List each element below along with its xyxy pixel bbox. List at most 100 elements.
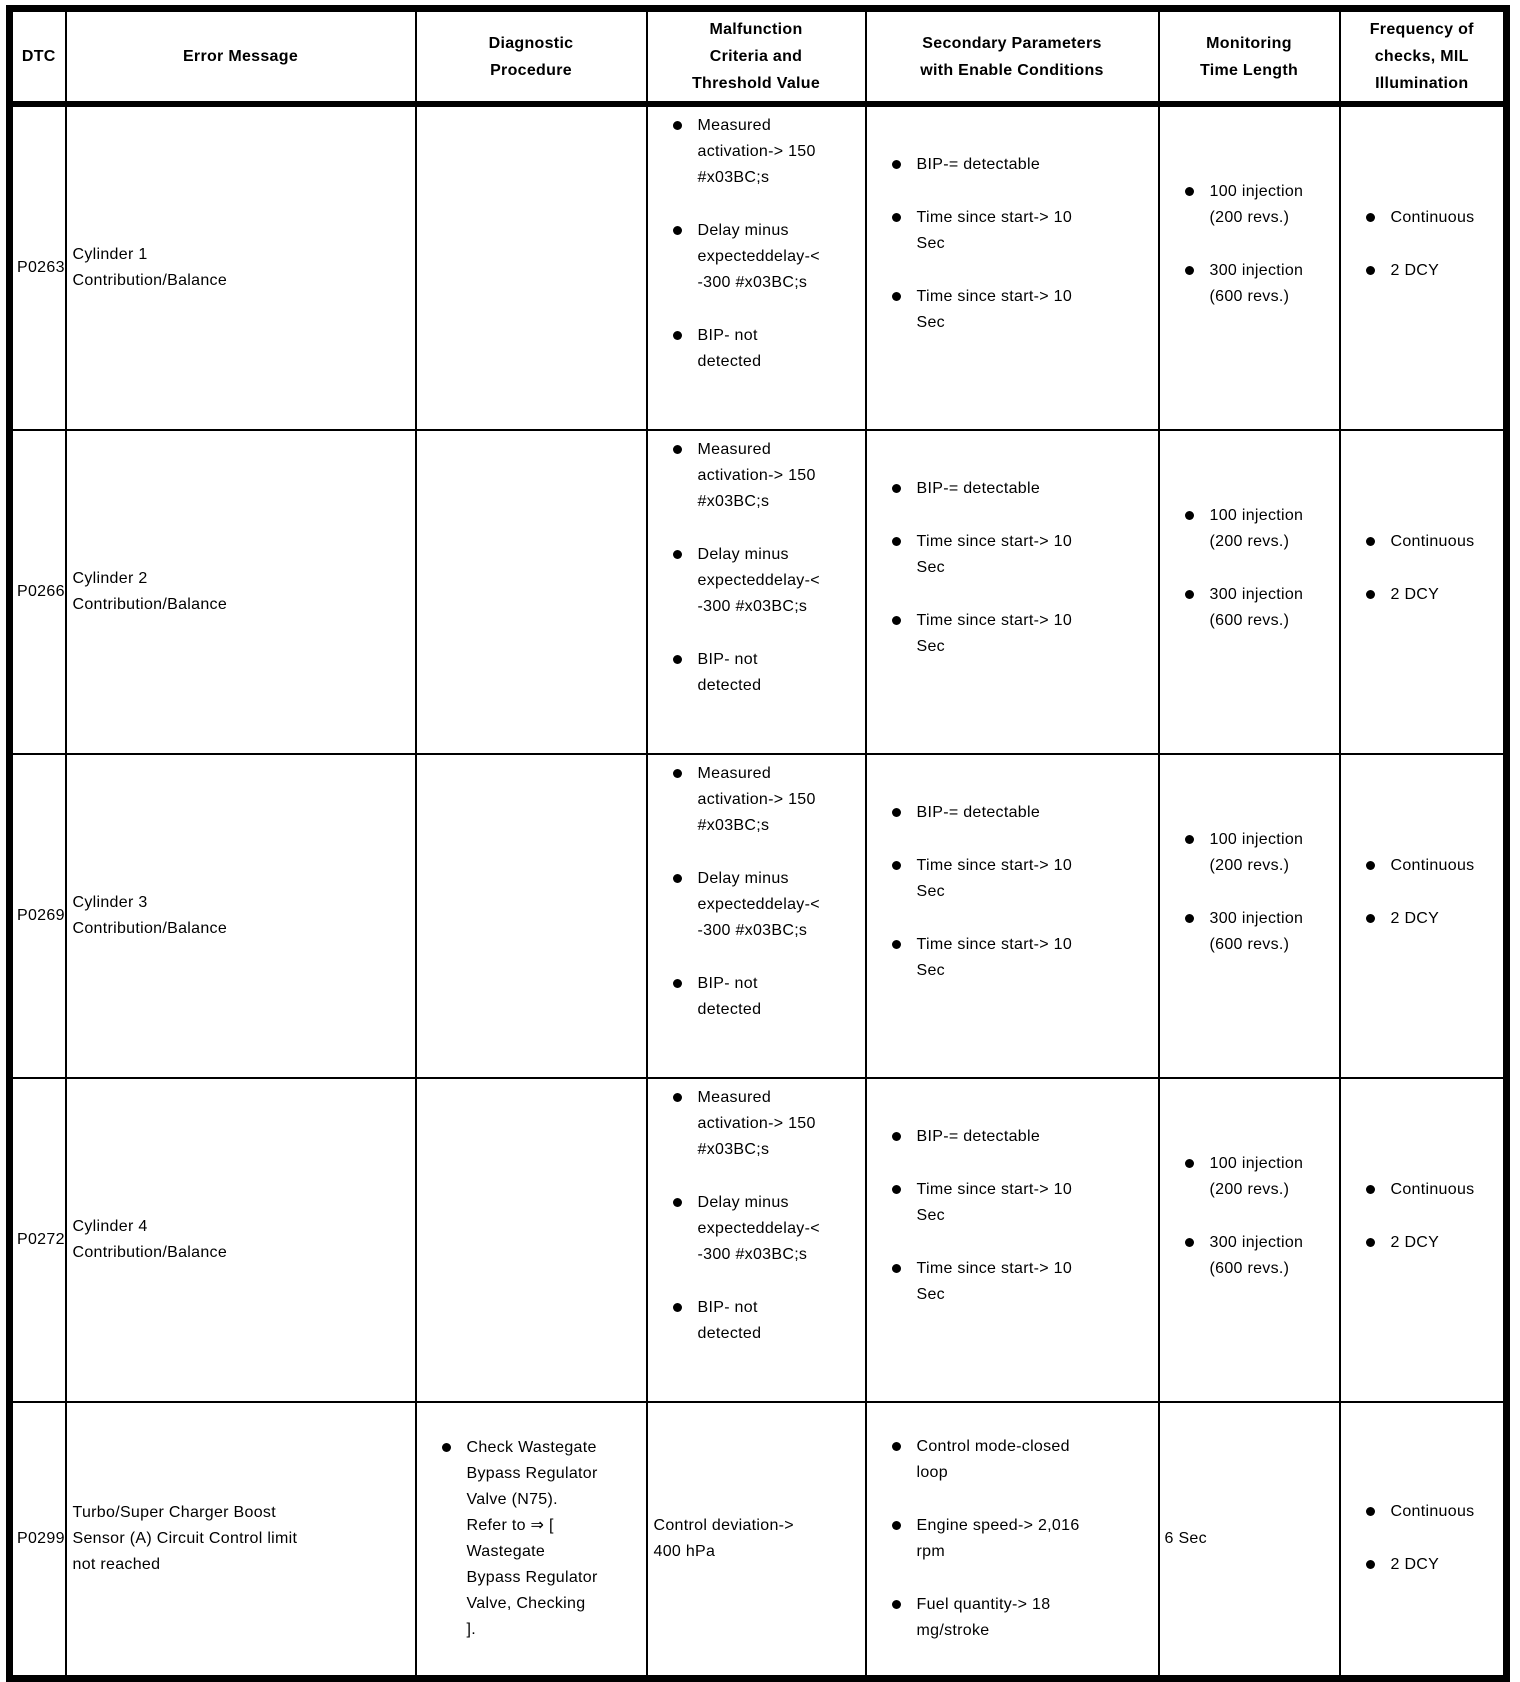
list-item: Check Wastegate Bypass Regulator Valve (… — [441, 1435, 644, 1643]
list-item: Time since start-> 10 Sec — [891, 853, 1156, 905]
list-item: Continuous — [1365, 1499, 1502, 1525]
list-item: 2 DCY — [1365, 1230, 1502, 1256]
list-item: Delay minus expecteddelay-< -300 #x03BC;… — [672, 218, 863, 296]
list-item: 300 injection (600 revs.) — [1184, 258, 1337, 310]
list-item-text: 100 injection (200 revs.) — [1209, 182, 1304, 226]
list-item-text: Time since start-> 10 Sec — [916, 533, 1073, 576]
bullet-icon — [891, 1185, 901, 1194]
bullet-icon — [672, 331, 682, 340]
list-item: Measured activation-> 150 #x03BC;s — [672, 113, 863, 191]
list-item-text: Delay minus expecteddelay-< -300 #x03BC;… — [697, 222, 820, 291]
error-message-text: Turbo/Super Charger Boost Sensor (A) Cir… — [72, 1503, 298, 1573]
list-item: 2 DCY — [1365, 906, 1502, 932]
frequency-mil-cell: Continuous 2 DCY — [1338, 429, 1508, 755]
list-item: 300 injection (600 revs.) — [1184, 1230, 1337, 1282]
list-item-text: 2 DCY — [1390, 909, 1440, 927]
list-item-text: BIP-= detectable — [916, 480, 1041, 497]
bullet-icon — [891, 808, 901, 817]
list-item: Time since start-> 10 Sec — [891, 529, 1156, 581]
dtc-code: P0269 — [17, 907, 65, 924]
secondary-parameters-cell: BIP-= detectable Time since start-> 10 S… — [864, 103, 1160, 431]
bullet-icon — [891, 213, 901, 222]
list-item-text: Check Wastegate Bypass Regulator Valve (… — [466, 1438, 598, 1638]
list-item-text: Time since start-> 10 Sec — [916, 209, 1073, 252]
list-item-text: BIP-= detectable — [916, 156, 1041, 173]
secondary-parameters-cell: BIP-= detectable Time since start-> 10 S… — [864, 753, 1160, 1079]
list-item-text: Fuel quantity-> 18 mg/stroke — [916, 1595, 1051, 1639]
list-item: Delay minus expecteddelay-< -300 #x03BC;… — [672, 866, 863, 944]
list-item: Continuous — [1365, 853, 1502, 879]
dtc-cell: P0266 — [8, 429, 67, 755]
bullet-icon — [672, 550, 682, 559]
bullet-icon — [1184, 265, 1194, 275]
bullet-icon — [672, 979, 682, 988]
list-item-text: BIP- not detected — [697, 651, 762, 694]
error-message-text: Cylinder 3 Contribution/Balance — [72, 894, 228, 937]
list-item: Delay minus expecteddelay-< -300 #x03BC;… — [672, 1190, 863, 1268]
diagnostic-procedure-cell: Check Wastegate Bypass Regulator Valve (… — [414, 1401, 648, 1679]
list-item-text: Time since start-> 10 Sec — [916, 936, 1073, 979]
list-item: Continuous — [1365, 529, 1502, 555]
list-item: BIP- not detected — [672, 647, 863, 699]
dtc-diagnostic-table: DTC Error Message Diagnostic Procedure M… — [6, 5, 1510, 1682]
frequency-mil-cell: Continuous 2 DCY — [1338, 103, 1508, 431]
table-row-p0263: P0263 Cylinder 1 Contribution/Balance Me… — [8, 103, 1508, 431]
bullet-icon — [1365, 212, 1375, 222]
bullet-icon — [1365, 589, 1375, 599]
bullet-icon — [891, 537, 901, 546]
list-item-text: Delay minus expecteddelay-< -300 #x03BC;… — [697, 1194, 820, 1263]
table-row-p0266: P0266 Cylinder 2 Contribution/Balance Me… — [8, 429, 1508, 755]
bullet-icon — [891, 1599, 901, 1609]
list-item: 100 injection (200 revs.) — [1184, 179, 1337, 231]
bullet-icon — [891, 160, 901, 169]
list-item: BIP-= detectable — [891, 476, 1156, 502]
table-row-p0299: P0299 Turbo/Super Charger Boost Sensor (… — [8, 1401, 1508, 1679]
list-item-text: 300 injection (600 revs.) — [1209, 585, 1304, 629]
list-item: Time since start-> 10 Sec — [891, 284, 1156, 336]
list-item-text: Continuous — [1390, 532, 1475, 550]
list-item: 300 injection (600 revs.) — [1184, 906, 1337, 958]
dtc-code: P0299 — [17, 1529, 65, 1547]
bullet-icon — [891, 292, 901, 301]
error-message-text: Cylinder 2 Contribution/Balance — [72, 570, 228, 613]
malfunction-criteria-cell: Measured activation-> 150 #x03BC;s Delay… — [645, 753, 867, 1079]
bullet-icon — [1365, 265, 1375, 275]
bullet-icon — [1184, 186, 1194, 196]
bullet-icon — [891, 484, 901, 493]
diagnostic-procedure-cell — [414, 103, 648, 431]
list-item: 100 injection (200 revs.) — [1184, 1151, 1337, 1203]
list-item: Control mode-closed loop — [891, 1434, 1156, 1486]
list-item: 100 injection (200 revs.) — [1184, 827, 1337, 879]
secondary-parameters-cell: Control mode-closed loop Engine speed-> … — [864, 1401, 1160, 1679]
bullet-icon — [672, 226, 682, 235]
monitoring-time-cell: 100 injection (200 revs.) 300 injection … — [1157, 103, 1341, 431]
error-message-cell: Cylinder 4 Contribution/Balance — [64, 1077, 417, 1403]
error-message-text: Cylinder 1 Contribution/Balance — [72, 246, 228, 289]
bullet-icon — [672, 769, 682, 778]
bullet-icon — [1184, 510, 1194, 520]
list-item: Time since start-> 10 Sec — [891, 608, 1156, 660]
list-item: Measured activation-> 150 #x03BC;s — [672, 437, 863, 515]
list-item: Continuous — [1365, 205, 1502, 231]
list-item-text: Delay minus expecteddelay-< -300 #x03BC;… — [697, 546, 820, 615]
list-item-text: 2 DCY — [1390, 1556, 1440, 1574]
header-frequency-mil: Frequency of checks, MIL Illumination — [1338, 7, 1508, 107]
diagnostic-procedure-cell — [414, 1077, 648, 1403]
list-item-text: 300 injection (600 revs.) — [1209, 1233, 1304, 1277]
frequency-mil-cell: Continuous 2 DCY — [1338, 1077, 1508, 1403]
error-message-cell: Cylinder 3 Contribution/Balance — [64, 753, 417, 1079]
header-secondary-parameters: Secondary Parameters with Enable Conditi… — [864, 7, 1160, 107]
header-monitoring-time: Monitoring Time Length — [1157, 7, 1341, 107]
list-item: Time since start-> 10 Sec — [891, 205, 1156, 257]
dtc-cell: P0272 — [8, 1077, 67, 1403]
list-item-text: Measured activation-> 150 #x03BC;s — [697, 117, 816, 186]
bullet-icon — [1365, 1237, 1375, 1247]
bullet-icon — [891, 1441, 901, 1451]
header-diagnostic-procedure: Diagnostic Procedure — [414, 7, 648, 107]
table-row-p0272: P0272 Cylinder 4 Contribution/Balance Me… — [8, 1077, 1508, 1403]
bullet-icon — [891, 616, 901, 625]
list-item-text: Engine speed-> 2,016 rpm — [916, 1516, 1080, 1560]
list-item-text: 2 DCY — [1390, 1233, 1440, 1251]
dtc-code: P0272 — [17, 1231, 65, 1248]
bullet-icon — [1184, 913, 1194, 923]
